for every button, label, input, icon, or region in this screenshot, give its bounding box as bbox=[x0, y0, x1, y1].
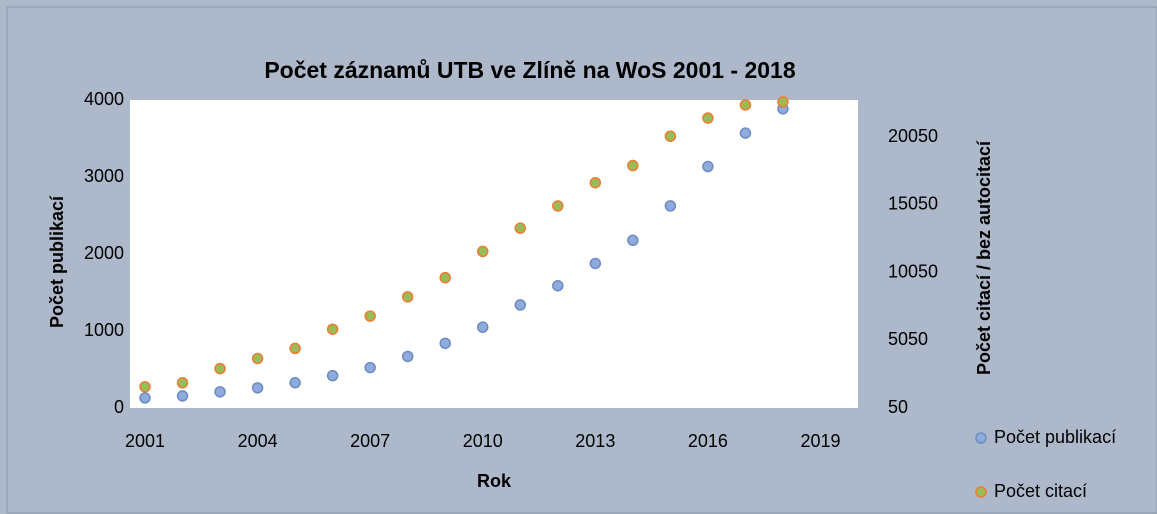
point bbox=[589, 257, 602, 270]
y2-tick-label: 5050 bbox=[888, 329, 928, 349]
point bbox=[401, 291, 414, 303]
point bbox=[251, 382, 264, 394]
point bbox=[214, 386, 226, 398]
x-tick-label: 2007 bbox=[350, 431, 390, 451]
y2-tick-label: 15050 bbox=[888, 194, 938, 214]
point bbox=[627, 234, 639, 247]
x-tick-label: 2016 bbox=[688, 431, 728, 451]
y-tick-label: 3000 bbox=[84, 166, 124, 186]
legend-label: Počet publikací bbox=[994, 427, 1116, 447]
point bbox=[739, 127, 752, 139]
y-tick-label: 0 bbox=[114, 397, 124, 417]
point bbox=[589, 176, 602, 189]
point bbox=[702, 112, 714, 124]
point bbox=[289, 342, 301, 355]
x-tick-label: 2001 bbox=[125, 431, 165, 451]
frame bbox=[6, 6, 1157, 514]
point bbox=[739, 99, 752, 111]
x-axis-label: Rok bbox=[477, 471, 512, 491]
point bbox=[664, 130, 677, 142]
legend-marker bbox=[975, 432, 987, 444]
point bbox=[364, 310, 376, 322]
y2-tick-label: 50 bbox=[888, 397, 908, 417]
point bbox=[401, 350, 414, 363]
x-tick-label: 2019 bbox=[800, 431, 840, 451]
x-tick-label: 2010 bbox=[463, 431, 503, 451]
point bbox=[139, 392, 151, 404]
point bbox=[702, 160, 714, 173]
point bbox=[514, 222, 527, 234]
y2-tick-label: 10050 bbox=[888, 261, 938, 281]
point bbox=[476, 321, 489, 333]
point bbox=[627, 159, 639, 172]
y2-axis-label: Počet citací / bez autocitací bbox=[974, 140, 994, 375]
y-axis-label: Počet publikací bbox=[47, 195, 67, 328]
plot-area bbox=[130, 100, 858, 408]
y-tick-label: 2000 bbox=[84, 243, 124, 263]
point bbox=[664, 200, 677, 212]
point bbox=[552, 279, 564, 292]
point bbox=[326, 323, 339, 335]
point bbox=[326, 369, 339, 382]
x-tick-label: 2013 bbox=[575, 431, 615, 451]
point bbox=[552, 200, 564, 212]
point bbox=[439, 271, 451, 284]
point bbox=[289, 376, 301, 389]
y-tick-label: 4000 bbox=[84, 89, 124, 109]
point bbox=[364, 361, 376, 374]
point bbox=[476, 245, 489, 258]
point bbox=[439, 337, 451, 350]
point bbox=[514, 299, 527, 311]
legend-label: Počet citací bbox=[994, 481, 1087, 501]
y2-tick-label: 20050 bbox=[888, 126, 938, 146]
point bbox=[214, 362, 226, 375]
y-tick-label: 1000 bbox=[84, 320, 124, 340]
point bbox=[139, 381, 151, 393]
point bbox=[777, 96, 789, 108]
point bbox=[176, 377, 189, 389]
point bbox=[251, 352, 264, 365]
legend-marker bbox=[975, 486, 987, 498]
x-tick-label: 2004 bbox=[238, 431, 278, 451]
point bbox=[176, 390, 189, 402]
chart-title: Počet záznamů UTB ve Zlíně na WoS 2001 -… bbox=[264, 57, 796, 83]
